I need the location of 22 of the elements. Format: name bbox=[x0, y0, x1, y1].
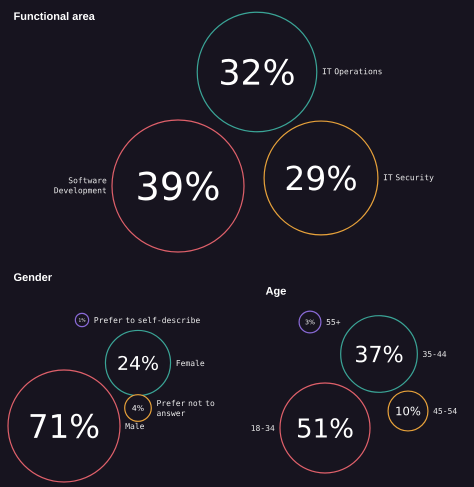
category-label: 35-44 bbox=[423, 350, 446, 358]
category-label: Prefer not to answer bbox=[157, 400, 214, 416]
data-label: 32% bbox=[221, 58, 294, 86]
data-label: 51% bbox=[298, 418, 353, 438]
category-label: Software Development bbox=[54, 177, 106, 195]
category-label: Male bbox=[126, 422, 144, 430]
data-label: 71% bbox=[30, 414, 98, 438]
data-label: 37% bbox=[356, 346, 402, 362]
text: Gender bbox=[14, 272, 52, 282]
text: Functional area bbox=[14, 12, 95, 20]
data-label: 24% bbox=[118, 356, 158, 370]
category-label: 55+ bbox=[326, 319, 340, 325]
category-label: 45-54 bbox=[433, 408, 457, 414]
category-label: IT Operations bbox=[322, 68, 382, 76]
data-label: 29% bbox=[286, 166, 356, 190]
category-label: Prefer to self-describe bbox=[94, 316, 200, 324]
text: Age bbox=[266, 287, 286, 297]
category-label: 18-34 bbox=[252, 424, 274, 432]
data-label: 10% bbox=[396, 406, 420, 416]
category-label: Female bbox=[176, 360, 204, 366]
category-label: IT Security bbox=[384, 174, 434, 182]
data-label: 39% bbox=[138, 172, 218, 200]
